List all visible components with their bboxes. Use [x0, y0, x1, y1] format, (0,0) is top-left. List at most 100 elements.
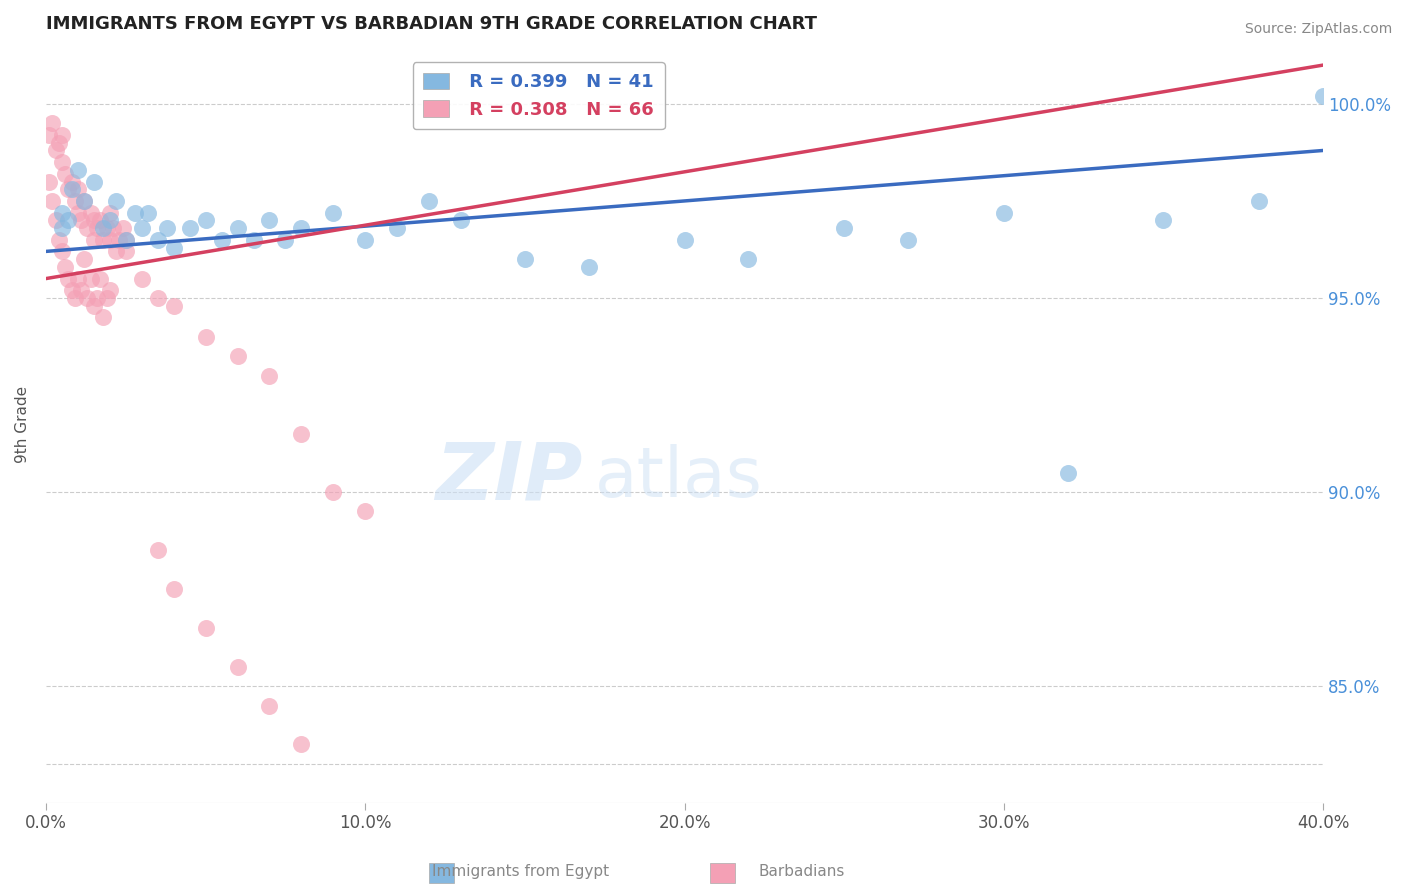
Point	[897, 233, 920, 247]
Point	[211, 233, 233, 247]
Point	[146, 233, 169, 247]
Point	[76, 221, 98, 235]
Point	[163, 299, 186, 313]
Point	[73, 194, 96, 208]
Point	[89, 271, 111, 285]
Point	[322, 485, 344, 500]
Point	[737, 252, 759, 267]
Point	[79, 205, 101, 219]
Point	[63, 291, 86, 305]
Point	[98, 205, 121, 219]
Point	[993, 205, 1015, 219]
Point	[89, 213, 111, 227]
Point	[101, 221, 124, 235]
Point	[163, 240, 186, 254]
Point	[1312, 89, 1334, 103]
Legend:  R = 0.399   N = 41,  R = 0.308   N = 66: R = 0.399 N = 41, R = 0.308 N = 66	[412, 62, 665, 129]
Point	[38, 128, 60, 142]
Point	[259, 698, 281, 713]
Point	[73, 194, 96, 208]
Point	[51, 244, 73, 259]
Point	[93, 310, 115, 325]
Point	[832, 221, 855, 235]
Point	[83, 233, 105, 247]
Point	[45, 213, 67, 227]
Point	[51, 205, 73, 219]
Point	[105, 194, 128, 208]
Point	[83, 175, 105, 189]
Text: ZIP: ZIP	[434, 438, 582, 516]
Point	[290, 426, 312, 441]
Point	[53, 167, 76, 181]
Text: atlas: atlas	[595, 443, 763, 510]
Point	[58, 182, 80, 196]
Point	[513, 252, 536, 267]
Point	[163, 582, 186, 596]
Point	[131, 271, 153, 285]
Text: Barbadians: Barbadians	[758, 863, 845, 879]
Point	[146, 543, 169, 558]
Point	[41, 116, 63, 130]
Point	[259, 368, 281, 383]
Point	[86, 291, 108, 305]
Point	[98, 283, 121, 297]
Point	[66, 182, 89, 196]
Text: Source: ZipAtlas.com: Source: ZipAtlas.com	[1244, 22, 1392, 37]
Point	[108, 233, 131, 247]
Point	[79, 271, 101, 285]
Point	[73, 252, 96, 267]
Point	[1249, 194, 1271, 208]
Point	[70, 213, 93, 227]
Y-axis label: 9th Grade: 9th Grade	[15, 385, 30, 463]
Point	[194, 330, 217, 344]
Point	[66, 271, 89, 285]
Point	[60, 283, 83, 297]
Point	[66, 205, 89, 219]
Point	[1056, 466, 1078, 480]
Point	[194, 621, 217, 635]
Point	[136, 205, 159, 219]
Point	[48, 233, 70, 247]
Point	[60, 182, 83, 196]
Point	[114, 244, 136, 259]
Point	[226, 349, 249, 363]
Point	[259, 213, 281, 227]
Point	[578, 260, 600, 274]
Point	[96, 291, 118, 305]
Point	[83, 299, 105, 313]
Point	[156, 221, 179, 235]
Point	[98, 233, 121, 247]
Point	[354, 504, 377, 518]
Point	[179, 221, 201, 235]
Point	[673, 233, 696, 247]
Point	[51, 155, 73, 169]
Point	[63, 194, 86, 208]
Point	[226, 659, 249, 673]
Point	[83, 213, 105, 227]
Point	[98, 213, 121, 227]
Point	[114, 233, 136, 247]
Point	[96, 221, 118, 235]
Point	[242, 233, 264, 247]
Point	[194, 213, 217, 227]
Point	[111, 221, 134, 235]
Point	[60, 175, 83, 189]
Point	[58, 271, 80, 285]
Point	[226, 221, 249, 235]
Point	[385, 221, 408, 235]
Point	[66, 162, 89, 177]
Point	[290, 221, 312, 235]
Point	[53, 260, 76, 274]
Point	[131, 221, 153, 235]
Point	[1153, 213, 1175, 227]
Point	[105, 244, 128, 259]
Point	[274, 233, 297, 247]
Point	[354, 233, 377, 247]
Text: IMMIGRANTS FROM EGYPT VS BARBADIAN 9TH GRADE CORRELATION CHART: IMMIGRANTS FROM EGYPT VS BARBADIAN 9TH G…	[46, 15, 817, 33]
Point	[38, 175, 60, 189]
Point	[418, 194, 440, 208]
Point	[450, 213, 472, 227]
Point	[76, 291, 98, 305]
Point	[124, 205, 146, 219]
Point	[51, 221, 73, 235]
